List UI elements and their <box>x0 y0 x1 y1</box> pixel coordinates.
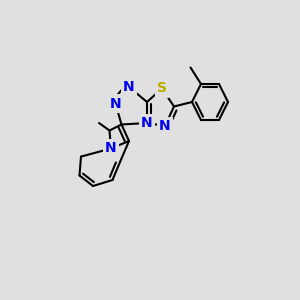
Text: N: N <box>105 142 117 155</box>
Text: N: N <box>159 119 171 133</box>
Text: N: N <box>110 97 121 110</box>
Text: N: N <box>123 80 135 94</box>
Text: N: N <box>141 116 153 130</box>
Text: S: S <box>157 82 167 95</box>
